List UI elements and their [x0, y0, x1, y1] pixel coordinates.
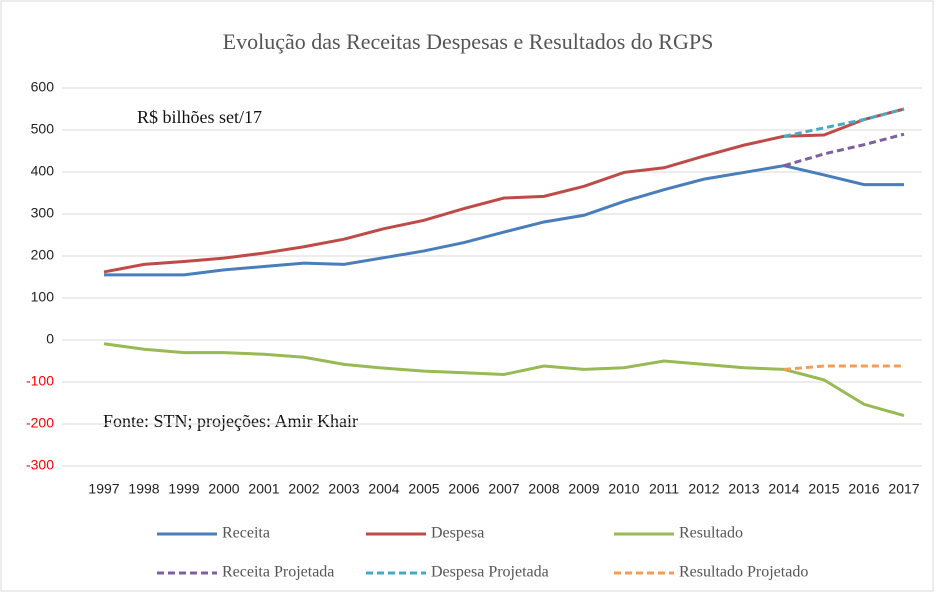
x-tick-label: 2008 [528, 481, 559, 497]
x-tick-label: 1997 [88, 481, 119, 497]
x-tick-label: 1998 [128, 481, 159, 497]
x-tick-label: 2007 [488, 481, 519, 497]
x-tick-label: 2015 [808, 481, 839, 497]
x-tick-label: 2003 [328, 481, 359, 497]
y-tick-label: 400 [31, 163, 55, 179]
x-tick-label: 2013 [728, 481, 759, 497]
x-tick-label: 2017 [888, 481, 919, 497]
legend-label: Despesa [431, 525, 484, 542]
series-line [104, 164, 904, 277]
y-tick-label: -200 [26, 415, 54, 431]
x-tick-label: 2011 [649, 481, 679, 497]
x-tick-label: 2004 [368, 481, 399, 497]
y-tick-label: 0 [46, 331, 54, 347]
x-tick-label: 2006 [448, 481, 479, 497]
x-tick-label: 2012 [688, 481, 719, 497]
annotation: R$ bilhões set/17 [137, 107, 262, 127]
x-tick-label: 2000 [208, 481, 239, 497]
y-tick-label: 200 [31, 247, 55, 263]
series-line [783, 132, 905, 168]
legend-label: Resultado [679, 525, 743, 542]
x-tick-label: 2016 [848, 481, 879, 497]
x-tick-label: 2010 [608, 481, 639, 497]
legend-label: Despesa Projetada [431, 564, 549, 581]
series-line [103, 342, 905, 418]
y-tick-label: 500 [31, 121, 55, 137]
series-line [103, 107, 905, 274]
legend-label: Receita Projetada [222, 564, 334, 581]
annotation: Fonte: STN; projeções: Amir Khair [103, 411, 358, 431]
x-tick-label: 2002 [288, 481, 319, 497]
y-tick-label: 600 [31, 79, 55, 95]
x-tick-label: 1999 [168, 481, 199, 497]
x-tick-label: 2001 [248, 481, 279, 497]
x-tick-label: 2009 [568, 481, 599, 497]
y-tick-label: 100 [31, 289, 55, 305]
series-line [783, 364, 904, 371]
x-tick-label: 2005 [408, 481, 439, 497]
y-tick-label: -300 [26, 457, 54, 473]
x-tick-label: 2014 [768, 481, 799, 497]
y-tick-label: -100 [26, 373, 54, 389]
legend-label: Receita [222, 525, 270, 542]
y-tick-label: 300 [31, 205, 55, 221]
chart-title: Evolução das Receitas Despesas e Resulta… [223, 29, 714, 54]
series-line [783, 107, 905, 138]
legend-label: Resultado Projetado [679, 564, 808, 581]
